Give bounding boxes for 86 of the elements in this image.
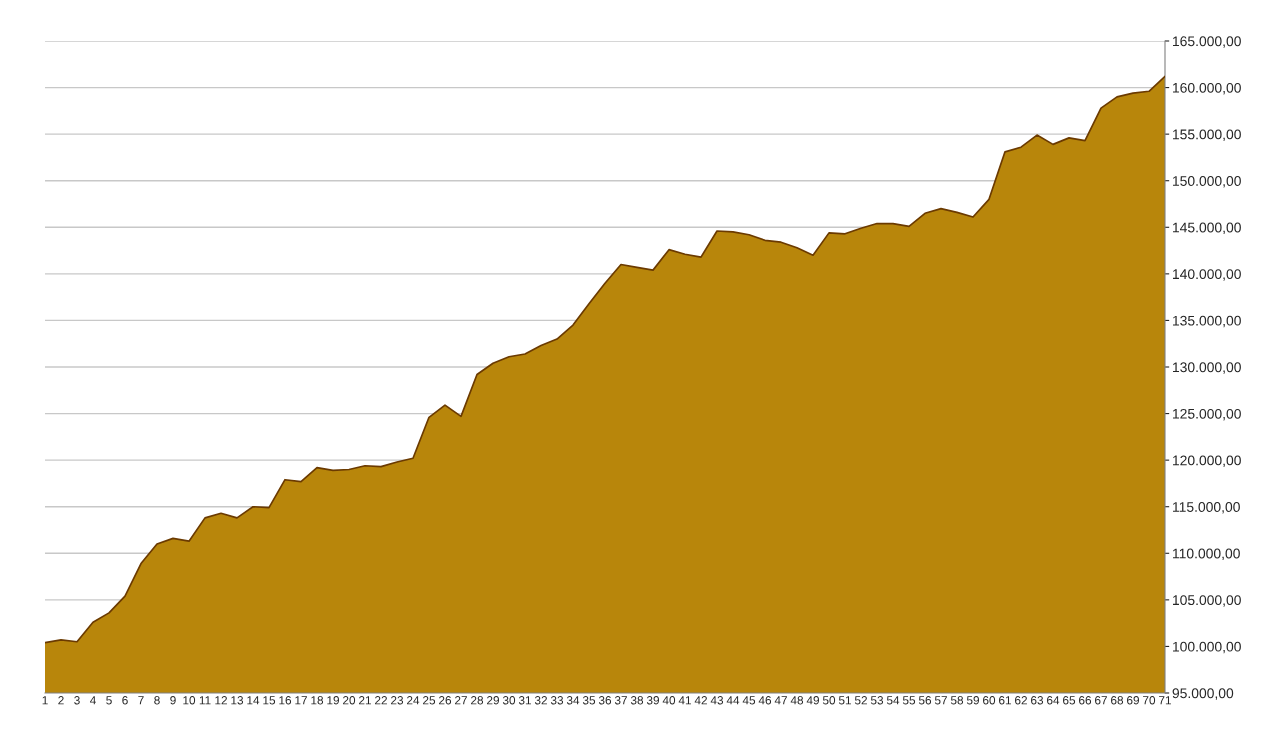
x-tick-label: 8 [154, 696, 160, 705]
x-tick-label: 49 [806, 696, 820, 705]
x-tick-label: 2 [58, 696, 64, 705]
x-tick-label: 14 [247, 696, 260, 705]
y-tick-label: 120.000,00 [1173, 455, 1241, 467]
x-tick-label: 19 [327, 696, 340, 705]
y-tick-label: 100.000,00 [1173, 641, 1241, 654]
y-tick-label: 110.000,00 [1173, 548, 1240, 561]
y-tick-label: 125.000,00 [1173, 408, 1241, 421]
x-tick-label: 60 [983, 696, 996, 705]
x-tick-label: 47 [774, 696, 787, 705]
y-tick-label: 115.000,00 [1173, 502, 1240, 514]
x-tick-label: 10 [183, 696, 196, 705]
y-tick-label: 160.000,00 [1173, 82, 1241, 95]
x-tick-label: 44 [726, 696, 740, 705]
x-tick-label: 62 [1015, 696, 1027, 705]
x-tick-label: 7 [138, 696, 144, 705]
x-tick-label: 1 [42, 696, 48, 705]
x-tick-label: 6 [122, 696, 128, 705]
x-tick-label: 50 [822, 696, 836, 705]
x-tick-label: 27 [455, 696, 467, 705]
x-tick-label: 55 [902, 696, 916, 705]
x-tick-label: 18 [311, 696, 324, 705]
x-tick-label: 46 [758, 696, 772, 705]
x-tick-label: 20 [343, 696, 356, 705]
x-tick-label: 58 [950, 696, 964, 705]
y-tick-label: 140.000,00 [1173, 269, 1241, 281]
x-tick-label: 30 [502, 696, 516, 705]
x-tick-label: 15 [263, 696, 276, 705]
y-tick-label: 105.000,00 [1173, 595, 1241, 607]
x-tick-label: 39 [646, 696, 660, 705]
x-tick-label: 67 [1095, 696, 1107, 705]
x-tick-label: 12 [215, 696, 227, 705]
x-tick-label: 13 [231, 696, 244, 705]
x-tick-label: 66 [1079, 696, 1092, 705]
x-tick-label: 48 [790, 696, 804, 705]
x-tick-label: 5 [106, 696, 112, 705]
x-tick-label: 65 [1063, 696, 1076, 705]
y-tick-label: 165.000,00 [1173, 36, 1241, 48]
x-tick-label: 23 [391, 696, 404, 705]
x-tick-label: 29 [487, 696, 500, 705]
x-tick-label: 54 [886, 696, 900, 705]
x-tick-label: 63 [1031, 696, 1044, 705]
x-tick-label: 69 [1127, 696, 1140, 705]
x-tick-label: 71 [1159, 696, 1171, 705]
x-tick-label: 25 [423, 696, 436, 705]
x-tick-label: 28 [471, 696, 484, 705]
x-tick-label: 64 [1047, 696, 1060, 705]
x-tick-label: 56 [918, 696, 932, 705]
x-tick-label: 61 [999, 696, 1011, 705]
x-tick-label: 45 [742, 696, 756, 705]
x-tick-label: 43 [710, 696, 724, 705]
x-tick-label: 22 [375, 696, 387, 705]
x-tick-label: 42 [694, 696, 707, 705]
x-tick-label: 51 [838, 696, 851, 705]
x-tick-label: 32 [534, 696, 547, 705]
y-tick-label: 155.000,00 [1173, 129, 1241, 141]
x-tick-label: 9 [170, 696, 176, 705]
x-tick-label: 21 [359, 696, 371, 705]
x-tick-label: 35 [582, 696, 596, 705]
x-tick-label: 36 [598, 696, 612, 705]
x-tick-label: 37 [614, 696, 627, 705]
x-tick-label: 59 [966, 696, 980, 705]
x-tick-label: 24 [407, 696, 420, 705]
x-tick-label: 4 [89, 696, 96, 705]
x-tick-label: 31 [518, 696, 531, 705]
x-tick-label: 53 [870, 696, 884, 705]
y-tick-label: 95.000,00 [1172, 688, 1234, 700]
x-tick-label: 57 [934, 696, 947, 705]
x-tick-label: 40 [662, 696, 676, 705]
x-tick-label: 33 [550, 696, 564, 705]
y-tick-label: 145.000,00 [1173, 222, 1241, 235]
x-tick-label: 70 [1143, 696, 1156, 705]
x-tick-label: 26 [439, 696, 452, 705]
x-tick-label: 16 [279, 696, 292, 705]
x-tick-label: 11 [199, 696, 211, 705]
x-tick-label: 3 [74, 696, 80, 705]
y-tick-label: 130.000,00 [1173, 362, 1241, 374]
y-tick-label: 150.000,00 [1173, 176, 1241, 188]
x-tick-label: 52 [854, 696, 867, 705]
x-tick-label: 17 [295, 696, 307, 705]
x-tick-label: 41 [678, 696, 691, 705]
x-tick-label: 68 [1111, 696, 1124, 705]
y-tick-label: 135.000,00 [1173, 315, 1241, 328]
x-tick-label: 38 [630, 696, 644, 705]
x-tick-label: 34 [566, 696, 580, 705]
